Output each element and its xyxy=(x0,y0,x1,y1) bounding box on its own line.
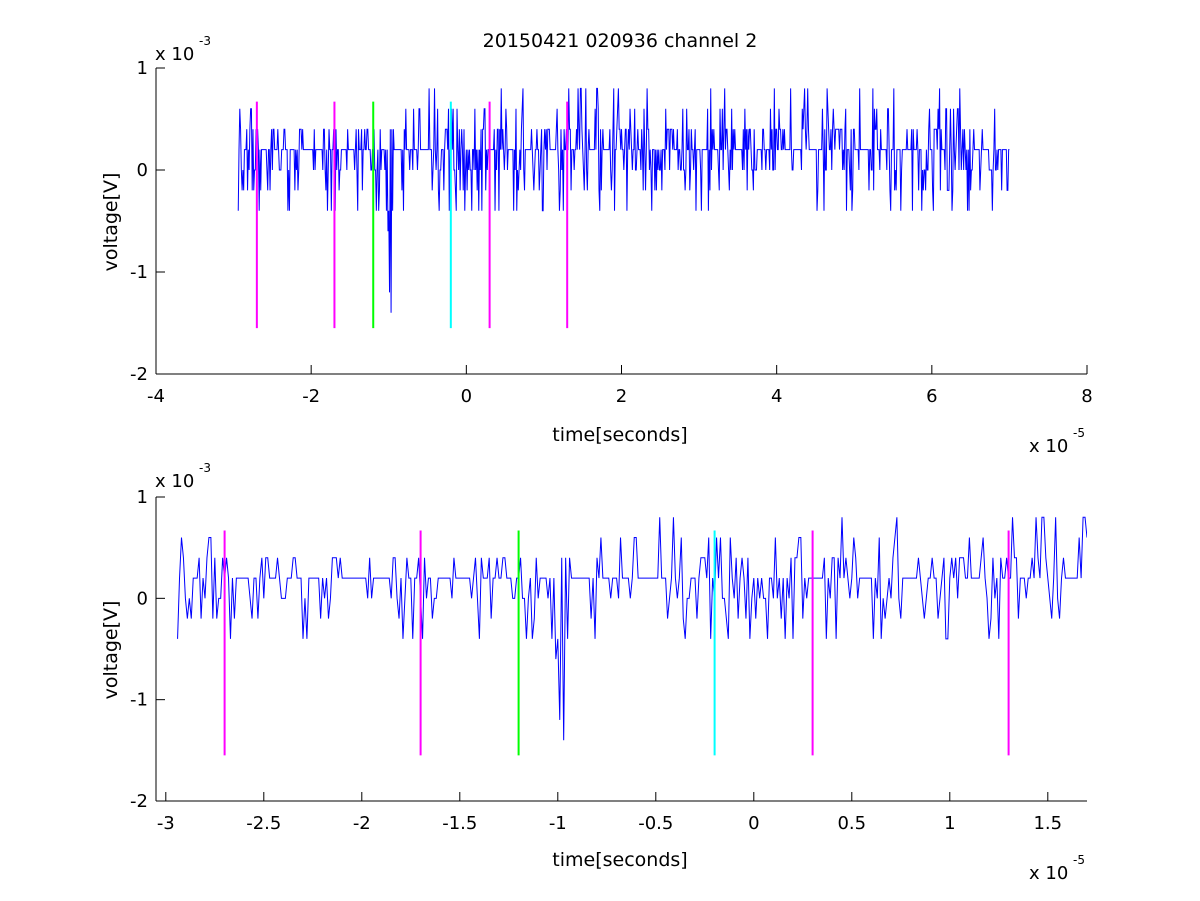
bottom-x-exponent: x 10 -5 xyxy=(1029,853,1085,884)
bottom-y-exponent-base: x 10 xyxy=(155,471,194,492)
bottom-plot: -3 -2.5 -2 -1.5 -1 -0.5 0 0.5 1 1.5 -2 -1 0 1 time[se… xyxy=(100,461,1087,884)
bottom-plot-axes: -3 -2.5 -2 -1.5 -1 -0.5 0 0.5 1 1.5 -2 -1 0 1 xyxy=(130,487,1087,834)
top-signal-line xyxy=(237,87,1010,313)
top-y-tick-label: -2 xyxy=(130,364,148,385)
bottom-plot-data xyxy=(177,516,1087,756)
top-x-exponent: x 10 -5 xyxy=(1029,426,1085,457)
top-x-tick-label: 8 xyxy=(1081,386,1092,407)
bottom-y-tick-label: 0 xyxy=(137,588,148,609)
top-x-tick-label: -2 xyxy=(302,386,320,407)
top-x-tick-label: 4 xyxy=(771,386,782,407)
bottom-y-exponent: x 10 -3 xyxy=(155,461,211,492)
bottom-x-exponent-base: x 10 xyxy=(1029,863,1068,884)
bottom-x-tick-label: -3 xyxy=(157,813,175,834)
bottom-x-axis-label: time[seconds] xyxy=(552,849,687,871)
bottom-signal-line xyxy=(177,516,1087,741)
bottom-y-axis-label: voltage[V] xyxy=(100,601,122,700)
top-x-exponent-power: -5 xyxy=(1073,426,1085,440)
bottom-x-exponent-power: -5 xyxy=(1073,853,1085,867)
top-y-tick-label: 1 xyxy=(137,58,148,79)
figure-title: 20150421 020936 channel 2 xyxy=(483,30,758,52)
top-x-tick-label: 0 xyxy=(461,386,472,407)
top-y-tick-label: -1 xyxy=(130,262,148,283)
top-y-exponent-power: -3 xyxy=(199,34,211,48)
top-x-tick-label: 6 xyxy=(926,386,937,407)
top-plot: -4 -2 0 2 4 6 8-2-101 time[seconds] voltage[V]… xyxy=(100,34,1093,457)
bottom-x-tick-label: -2.5 xyxy=(246,813,281,834)
bottom-y-tick-label: 1 xyxy=(137,487,148,508)
top-plot-axes: -4 -2 0 2 4 6 8-2-101 xyxy=(130,58,1093,407)
top-y-axis-label: voltage[V] xyxy=(100,173,122,272)
top-x-exponent-base: x 10 xyxy=(1029,436,1068,457)
bottom-x-tick-label: -1 xyxy=(549,813,567,834)
bottom-y-tick-label: -1 xyxy=(130,690,148,711)
bottom-x-tick-label: 0 xyxy=(748,813,759,834)
top-x-axis-label: time[seconds] xyxy=(552,424,687,446)
top-x-tick-label: 2 xyxy=(616,386,627,407)
top-x-tick-label: -4 xyxy=(147,386,165,407)
bottom-y-tick-label: -2 xyxy=(130,791,148,812)
bottom-x-tick-label: 1 xyxy=(944,813,955,834)
bottom-x-tick-label: 0.5 xyxy=(837,813,866,834)
top-y-tick-label: 0 xyxy=(137,160,148,181)
bottom-y-exponent-power: -3 xyxy=(199,461,211,475)
bottom-x-tick-label: -0.5 xyxy=(638,813,673,834)
top-y-exponent-base: x 10 xyxy=(155,44,194,65)
top-y-exponent: x 10 -3 xyxy=(155,34,211,65)
bottom-x-tick-label: -1.5 xyxy=(442,813,477,834)
bottom-x-tick-label: 1.5 xyxy=(1033,813,1062,834)
top-plot-data xyxy=(237,87,1010,329)
bottom-x-tick-label: -2 xyxy=(353,813,371,834)
